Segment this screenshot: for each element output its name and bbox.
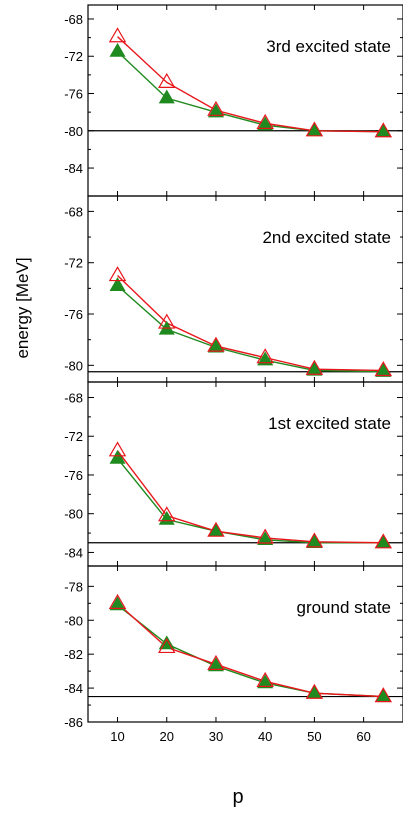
data-point-filled-triangle (257, 531, 274, 546)
data-point-filled-triangle (306, 534, 323, 548)
y-tick-label: -72 (64, 256, 83, 271)
data-point-open-triangle (207, 521, 225, 537)
panel-frame (87, 565, 403, 723)
y-axis-label: energy [MeV] (13, 257, 32, 358)
series-line-open-triangle (116, 450, 384, 544)
data-point-open-triangle (305, 532, 324, 548)
data-point-filled-triangle (375, 363, 392, 377)
data-point-filled-triangle (158, 89, 175, 104)
x-tick-label: 40 (258, 729, 272, 744)
data-point-filled-triangle (375, 534, 392, 548)
y-tick-label: -78 (64, 579, 83, 594)
data-point-open-triangle (207, 336, 225, 352)
y-tick-label: -76 (64, 468, 83, 483)
y-tick-label: -80 (64, 507, 83, 522)
data-point-open-triangle (158, 506, 176, 522)
y-tick-label: -72 (64, 429, 83, 444)
data-point-open-triangle (305, 121, 324, 137)
data-point-open-triangle (207, 100, 225, 116)
y-tick-label: -80 (64, 613, 83, 628)
series-line-filled-triangle (116, 458, 384, 544)
x-tick-label: 60 (356, 729, 370, 744)
data-point-filled-triangle (109, 449, 126, 464)
y-tick-label: -86 (64, 715, 83, 730)
data-point-open-triangle (108, 593, 127, 609)
y-tick-label: -68 (64, 390, 83, 405)
series-line-open-triangle (117, 602, 384, 698)
x-tick-label: 20 (160, 729, 174, 744)
data-point-filled-triangle (257, 674, 274, 689)
data-point-filled-triangle (306, 361, 323, 376)
series-line-filled-triangle (117, 285, 384, 373)
data-point-open-triangle (108, 266, 127, 282)
data-point-open-triangle (207, 654, 225, 671)
y-tick-label: -76 (64, 87, 83, 102)
data-point-open-triangle (158, 313, 176, 329)
data-point-filled-triangle (109, 596, 126, 611)
data-point-open-triangle (374, 687, 393, 703)
y-tick-label: -72 (64, 49, 83, 64)
panel-4: -78 -80 -82 -84 -86 10 20 30 40 50 60 ground state (64, 565, 403, 744)
data-point-filled-triangle (306, 122, 323, 136)
data-point-open-triangle (256, 528, 274, 544)
data-point-open-triangle (108, 441, 127, 457)
data-point-filled-triangle (257, 351, 274, 366)
data-point-open-triangle (256, 671, 274, 687)
data-point-filled-triangle (375, 687, 392, 702)
data-point-open-triangle (305, 683, 324, 699)
series-line-open-triangle (117, 36, 384, 133)
data-point-open-triangle (256, 348, 274, 364)
y-tick-label: -76 (64, 307, 83, 322)
data-point-filled-triangle (109, 42, 126, 57)
panel-frame (87, 195, 403, 383)
panel-3: -68 -72 -76 -80 -84 1st excited state (64, 381, 403, 567)
y-tick-label: -80 (64, 358, 83, 373)
y-tick-label: -84 (64, 161, 83, 176)
series-line-open-triangle (117, 275, 384, 372)
data-point-open-triangle (374, 361, 393, 377)
data-point-filled-triangle (207, 103, 224, 118)
panel-1: -68 -72 -76 -80 -84 3rd excited state (64, 4, 403, 197)
y-tick-label: -68 (64, 204, 83, 219)
data-point-filled-triangle (257, 116, 274, 131)
x-tick-label: 30 (209, 729, 223, 744)
x-axis-label: p (232, 786, 243, 808)
panel-title: 3rd excited state (266, 37, 391, 56)
data-point-open-triangle (305, 359, 324, 375)
x-tick-label: 10 (110, 729, 124, 744)
y-tick-label: -84 (64, 545, 83, 560)
series-line-filled-triangle (117, 604, 384, 698)
data-point-open-triangle (158, 72, 176, 88)
data-point-open-triangle (374, 533, 393, 549)
x-tick-label: 50 (307, 729, 321, 744)
panel-title: 1st excited state (268, 414, 391, 433)
data-point-open-triangle (158, 637, 176, 654)
panel-title: ground state (296, 598, 391, 617)
y-tick-label: -68 (64, 12, 83, 27)
data-point-filled-triangle (207, 338, 224, 353)
data-point-open-triangle (256, 113, 274, 129)
y-tick-label: -82 (64, 647, 83, 662)
panel-2: -68 -72 -76 -80 2nd excited state (64, 195, 403, 383)
panel-frame (87, 4, 403, 197)
data-point-open-triangle (374, 122, 393, 138)
data-point-filled-triangle (109, 277, 126, 291)
data-point-filled-triangle (207, 657, 224, 672)
y-tick-label: -80 (64, 124, 83, 139)
panel-title: 2nd excited state (262, 228, 391, 247)
data-point-open-triangle (108, 27, 127, 43)
y-tick-label: -84 (64, 681, 83, 696)
